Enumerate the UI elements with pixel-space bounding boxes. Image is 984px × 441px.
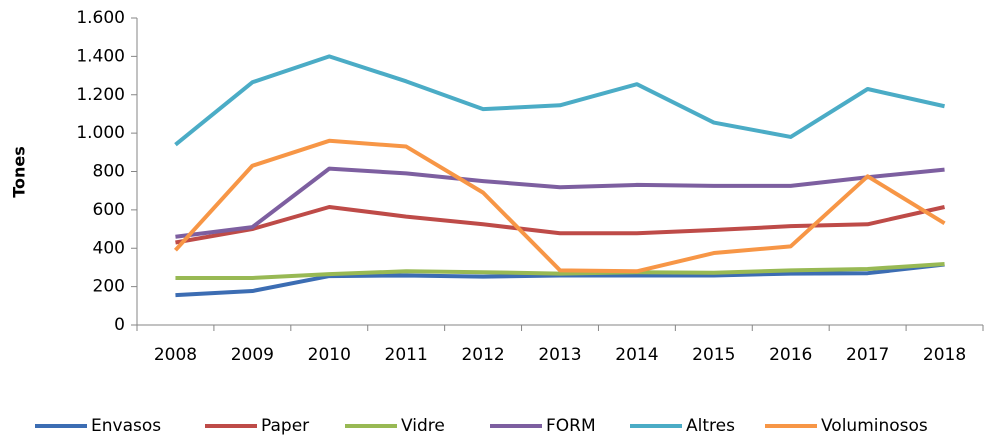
y-tick-label: 1.000: [76, 123, 125, 143]
x-tick-label: 2013: [538, 345, 581, 365]
legend-label: Altres: [686, 416, 735, 436]
x-tick-label: 2014: [615, 345, 658, 365]
x-tick-label: 2015: [692, 345, 735, 365]
y-tick-label: 200: [93, 277, 125, 297]
x-tick-label: 2010: [308, 345, 351, 365]
legend-label: Envasos: [91, 416, 161, 436]
x-tick-label: 2016: [769, 345, 812, 365]
y-axis-label: Tones: [10, 146, 29, 198]
x-tick-label: 2017: [846, 345, 889, 365]
legend-label: Vidre: [401, 416, 445, 436]
x-tick-label: 2008: [154, 345, 197, 365]
x-tick-label: 2011: [385, 345, 428, 365]
legend-label: Paper: [261, 416, 309, 436]
x-tick-label: 2018: [923, 345, 966, 365]
line-series: [175, 166, 945, 239]
y-tick-label: 600: [93, 200, 125, 220]
y-tick-label: 1.400: [76, 46, 125, 66]
y-tick-label: 400: [93, 238, 125, 258]
legend-label: FORM: [546, 416, 596, 436]
line-series: [174, 54, 945, 147]
x-tick-label: 2012: [461, 345, 504, 365]
y-tick-label: 0: [114, 315, 125, 335]
line-series: [175, 261, 945, 280]
line-series: [173, 138, 946, 274]
x-tick-label: 2009: [231, 345, 274, 365]
y-tick-label: 1.600: [76, 8, 125, 28]
y-tick-label: 1.200: [76, 85, 125, 105]
y-tick-label: 800: [93, 162, 125, 182]
legend-label: Voluminosos: [821, 416, 928, 436]
